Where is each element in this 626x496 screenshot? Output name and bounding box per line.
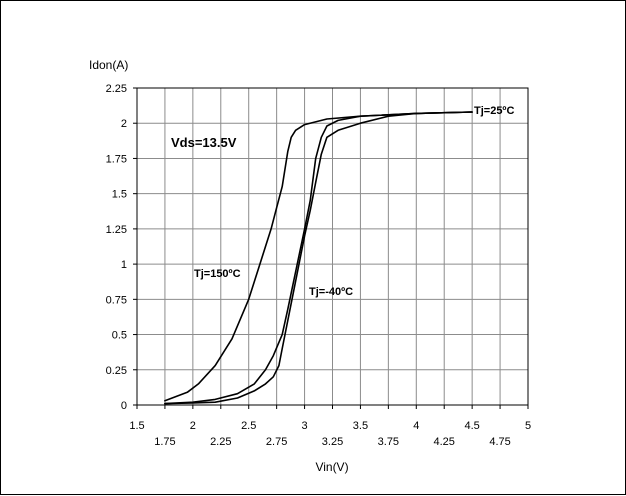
x-minor-tick-label: 1.75 (154, 436, 175, 448)
y-axis-ticks: 0 0.25 0.5 0.75 1 1.25 1.5 1.75 2 2.25 (106, 83, 137, 412)
x-minor-tick-label: 2.75 (266, 436, 287, 448)
x-tick-label: 5 (525, 420, 531, 432)
series-line-0 (164, 111, 473, 402)
series-label-tj150: Tj=150ºC (194, 268, 241, 280)
x-minor-tick-label: 4.75 (489, 436, 510, 448)
x-minor-tick-label: 2.25 (210, 436, 231, 448)
x-tick-label: 4.5 (464, 420, 479, 432)
y-tick-label: 0.75 (106, 294, 127, 306)
condition-label: Vds=13.5V (171, 135, 237, 150)
y-tick-label: 2.25 (106, 83, 127, 95)
series-label-tjm40: Tj=-40ºC (309, 286, 353, 298)
y-tick-label: 1 (121, 259, 127, 271)
x-minor-tick-label: 3.75 (378, 436, 399, 448)
y-axis-title: Idon(A) (89, 58, 128, 72)
y-tick-label: 1.75 (106, 153, 127, 165)
y-tick-label: 1.25 (106, 224, 127, 236)
x-minor-tick-label: 3.25 (322, 436, 343, 448)
x-tick-label: 2 (190, 420, 196, 432)
x-tick-label: 1.5 (129, 420, 144, 432)
series-group (164, 111, 473, 405)
y-tick-label: 0 (121, 400, 127, 412)
x-tick-label: 3.5 (353, 420, 368, 432)
series-line-2 (164, 111, 473, 405)
y-tick-label: 0.25 (106, 365, 127, 377)
series-line-1 (164, 111, 473, 405)
x-tick-label: 3 (302, 420, 308, 432)
x-axis-ticks: 1.5 2 2.5 3 3.5 4 4.5 5 1.75 2.25 2.75 3.25 3.75 4.25… (129, 405, 531, 448)
y-tick-label: 0.5 (112, 330, 127, 342)
x-minor-tick-label: 4.25 (434, 436, 455, 448)
x-axis-title: Vin(V) (315, 460, 348, 474)
y-tick-label: 1.5 (112, 189, 127, 201)
grid (137, 88, 528, 405)
x-tick-label: 4 (413, 420, 419, 432)
series-label-tj25: Tj=25ºC (474, 105, 514, 117)
y-tick-label: 2 (121, 118, 127, 130)
x-tick-label: 2.5 (241, 420, 256, 432)
